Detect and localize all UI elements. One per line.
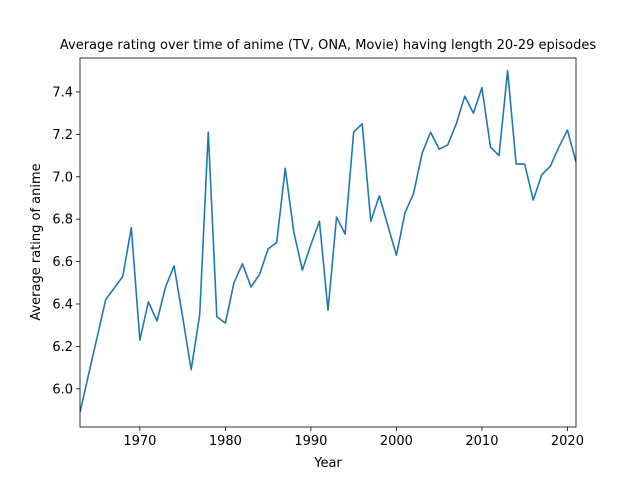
y-tick-label: 7.2 <box>52 128 73 143</box>
plot-frame <box>79 57 577 428</box>
x-tick-label: 1990 <box>294 434 327 449</box>
y-axis-ticks: 6.0 6.2 6.4 6.6 6.8 7.0 7.2 7.4 <box>52 85 80 397</box>
y-tick-label: 6.0 <box>52 382 73 397</box>
x-tick-label: 2020 <box>551 434 584 449</box>
x-axis-label: Year <box>313 456 342 471</box>
plot-series <box>80 69 576 413</box>
x-tick-label: 2000 <box>380 434 413 449</box>
x-tick-label: 1980 <box>209 434 242 449</box>
y-tick-label: 7.4 <box>52 85 73 100</box>
series-line <box>80 69 576 413</box>
x-tick-label: 2010 <box>465 434 498 449</box>
y-tick-label: 6.2 <box>52 340 73 355</box>
y-tick-label: 7.0 <box>52 170 73 185</box>
y-tick-label: 6.8 <box>52 213 73 228</box>
y-tick-label: 6.6 <box>52 255 73 270</box>
x-tick-label: 1970 <box>123 434 156 449</box>
y-axis-label: Average rating of anime <box>29 163 44 320</box>
chart-title: Average rating over time of anime (TV, O… <box>60 38 596 53</box>
y-tick-label: 6.4 <box>52 298 73 313</box>
x-axis-ticks: 1970 1980 1990 2000 2010 2020 <box>123 427 584 449</box>
